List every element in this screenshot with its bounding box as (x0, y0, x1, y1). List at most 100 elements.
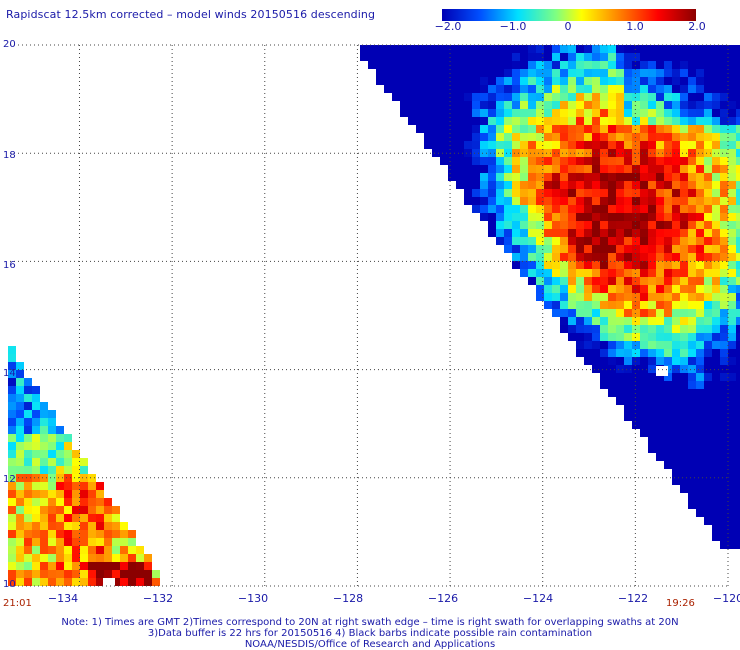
swath-right-cell (584, 69, 592, 77)
swath-left-cell (16, 362, 24, 370)
swath-right-cell (696, 93, 704, 101)
swath-right-cell (712, 293, 720, 301)
swath-right-cell (728, 101, 736, 109)
swath-left-cell (64, 474, 72, 482)
swath-right-cell (640, 373, 648, 381)
swath-right-cell (584, 173, 592, 181)
swath-right-cell (576, 245, 584, 253)
swath-right-cell (720, 533, 728, 541)
swath-left-cell (128, 578, 136, 586)
swath-right-cell (544, 69, 552, 77)
swath-right-cell (584, 357, 592, 365)
swath-right-cell (624, 349, 632, 357)
swath-right-cell (688, 285, 696, 293)
swath-right-cell (632, 405, 640, 413)
swath-right-cell (624, 77, 632, 85)
swath-right-cell (736, 413, 740, 421)
swath-right-cell (376, 69, 384, 77)
swath-right-cell (632, 373, 640, 381)
swath-left-cell (40, 498, 48, 506)
swath-right-cell (448, 45, 456, 53)
swath-right-cell (648, 253, 656, 261)
swath-right-cell (616, 85, 624, 93)
swath-right-cell (656, 141, 664, 149)
swath-right-cell (448, 117, 456, 125)
swath-left-cell (32, 442, 40, 450)
swath-right-cell (712, 405, 720, 413)
swath-right-cell (512, 69, 520, 77)
swath-right-cell (712, 477, 720, 485)
swath-left-cell (144, 554, 152, 562)
swath-right-cell (592, 181, 600, 189)
swath-right-cell (488, 61, 496, 69)
swath-right-cell (576, 117, 584, 125)
swath-right-cell (568, 181, 576, 189)
swath-right-cell (640, 45, 648, 53)
swath-right-cell (560, 317, 568, 325)
swath-right-cell (648, 349, 656, 357)
swath-right-cell (624, 61, 632, 69)
swath-right-cell (544, 93, 552, 101)
swath-left-cell (72, 570, 80, 578)
swath-right-cell (624, 45, 632, 53)
swath-right-cell (528, 237, 536, 245)
swath-right-cell (680, 285, 688, 293)
swath-right-cell (600, 101, 608, 109)
swath-right-cell (704, 349, 712, 357)
swath-right-cell (616, 205, 624, 213)
swath-left-cell (64, 538, 72, 546)
swath-right-cell (632, 341, 640, 349)
swath-right-cell (576, 197, 584, 205)
swath-left-cell (56, 482, 64, 490)
swath-right-cell (528, 277, 536, 285)
swath-right-cell (624, 141, 632, 149)
swath-right-cell (520, 205, 528, 213)
swath-right-cell (624, 181, 632, 189)
swath-right-cell (568, 197, 576, 205)
swath-right-cell (720, 453, 728, 461)
swath-right-cell (648, 149, 656, 157)
swath-right-cell (464, 141, 472, 149)
swath-right-cell (648, 237, 656, 245)
swath-right-cell (696, 381, 704, 389)
swath-right-cell (720, 221, 728, 229)
swath-right-cell (600, 229, 608, 237)
swath-right-cell (448, 93, 456, 101)
swath-left-cell (24, 506, 32, 514)
swath-right-cell (592, 261, 600, 269)
swath-right-cell (448, 141, 456, 149)
swath-right-cell (608, 53, 616, 61)
swath-right-cell (680, 237, 688, 245)
swath-right-cell (592, 45, 600, 53)
swath-right-cell (656, 421, 664, 429)
swath-left-cell (56, 562, 64, 570)
swath-right-cell (616, 245, 624, 253)
x-tick-124: −124 (522, 592, 554, 605)
swath-right-cell (736, 269, 740, 277)
swath-right-cell (624, 213, 632, 221)
swath-left-cell (16, 538, 24, 546)
swath-right-cell (664, 53, 672, 61)
swath-right-cell (696, 445, 704, 453)
swath-left-cell (40, 482, 48, 490)
swath-right-cell (440, 45, 448, 53)
swath-right-cell (536, 181, 544, 189)
swath-right-cell (560, 221, 568, 229)
swath-left-cell (56, 442, 64, 450)
swath-right-cell (656, 261, 664, 269)
swath-right-cell (488, 205, 496, 213)
swath-right-cell (472, 53, 480, 61)
swath-right-cell (728, 93, 736, 101)
swath-right-cell (560, 189, 568, 197)
swath-right-cell (680, 293, 688, 301)
swath-right-cell (728, 53, 736, 61)
swath-right-cell (736, 397, 740, 405)
swath-right-cell (696, 261, 704, 269)
swath-right-cell (704, 277, 712, 285)
swath-right-cell (520, 213, 528, 221)
y-tick-12: 12 (3, 474, 16, 485)
swath-right-cell (480, 77, 488, 85)
swath-right-cell (576, 93, 584, 101)
swath-right-cell (400, 85, 408, 93)
swath-right-cell (384, 77, 392, 85)
